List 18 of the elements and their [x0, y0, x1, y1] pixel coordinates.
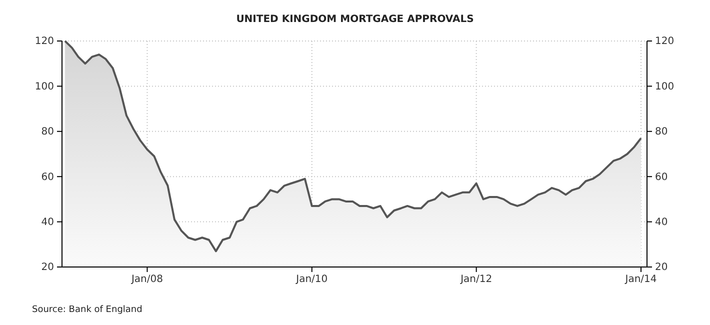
source-note: Source: Bank of England — [32, 305, 142, 315]
chart-title: UNITED KINGDOM MORTGAGE APPROVALS — [236, 14, 474, 25]
y-tick-label: 60 — [41, 172, 54, 183]
x-tick-label: Jan/10 — [295, 274, 328, 286]
y2-tick-label: 120 — [655, 36, 674, 48]
y2-tick-label: 20 — [655, 262, 668, 274]
x-tick-label: Jan/12 — [460, 274, 492, 286]
y-tick-label: 20 — [41, 262, 54, 274]
y-tick-label: 80 — [41, 126, 54, 138]
y-tick-label: 120 — [34, 36, 54, 48]
y2-tick-label: 80 — [655, 126, 668, 138]
y2-tick-label: 40 — [655, 217, 668, 228]
y-tick-label: 100 — [34, 81, 54, 92]
y-tick-label: 40 — [41, 217, 54, 228]
y2-tick-label: 60 — [655, 172, 668, 183]
x-tick-label: Jan/14 — [624, 274, 657, 286]
x-tick-label: Jan/08 — [130, 274, 163, 286]
y2-tick-label: 100 — [655, 81, 674, 92]
